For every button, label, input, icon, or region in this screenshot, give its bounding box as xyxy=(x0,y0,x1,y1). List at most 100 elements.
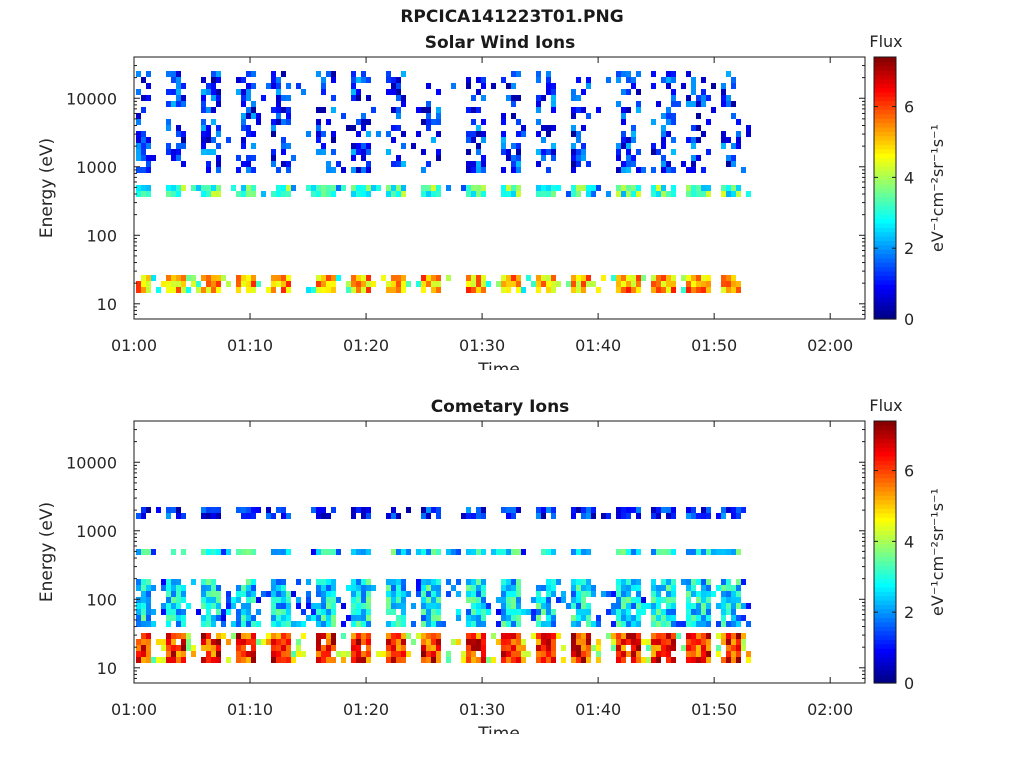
colorbar-segment xyxy=(874,652,896,657)
heatmap-cell xyxy=(191,651,196,657)
heatmap-cell xyxy=(216,131,221,137)
heatmap-cell xyxy=(231,185,236,191)
heatmap-cell xyxy=(426,107,431,113)
colorbar-segment xyxy=(874,565,896,570)
heatmap-cell xyxy=(311,287,316,293)
heatmap-cell xyxy=(211,137,216,143)
y-tick-label: 10 xyxy=(97,659,117,678)
heatmap-cell xyxy=(391,597,396,603)
heatmap-cell xyxy=(301,633,306,639)
heatmap-cell xyxy=(146,603,151,609)
heatmap-cell xyxy=(516,191,521,197)
heatmap-cell xyxy=(571,191,576,197)
heatmap-cell xyxy=(541,633,546,639)
heatmap-cell xyxy=(246,621,251,627)
heatmap-cell xyxy=(316,119,321,125)
heatmap-cell xyxy=(166,657,171,663)
colorbar-segment xyxy=(874,61,896,66)
heatmap-cell xyxy=(701,639,706,645)
heatmap-cell xyxy=(156,639,161,645)
heatmap-cell xyxy=(456,579,461,585)
heatmap-cell xyxy=(241,185,246,191)
heatmap-cell xyxy=(331,137,336,143)
heatmap-cell xyxy=(621,113,626,119)
heatmap-cell xyxy=(636,89,641,95)
heatmap-cell xyxy=(281,287,286,293)
heatmap-cell xyxy=(481,275,486,281)
heatmap-cell xyxy=(366,287,371,293)
heatmap-cell xyxy=(651,513,656,519)
heatmap-cell xyxy=(271,275,276,281)
heatmap-cell xyxy=(251,143,256,149)
heatmap-cell xyxy=(396,603,401,609)
heatmap-cell xyxy=(166,275,171,281)
heatmap-cell xyxy=(176,287,181,293)
heatmap-cell xyxy=(151,155,156,161)
heatmap-cell xyxy=(526,651,531,657)
heatmap-cell xyxy=(596,645,601,651)
heatmap-cell xyxy=(286,651,291,657)
heatmap-cell xyxy=(431,507,436,513)
heatmap-cell xyxy=(261,95,266,101)
heatmap-cell xyxy=(171,149,176,155)
heatmap-cell xyxy=(651,507,656,513)
heatmap-cell xyxy=(396,275,401,281)
heatmap-cell xyxy=(321,149,326,155)
heatmap-cell xyxy=(201,549,206,555)
heatmap-cell xyxy=(436,119,441,125)
heatmap-cell xyxy=(276,275,281,281)
heatmap-cell xyxy=(621,591,626,597)
heatmap-cell xyxy=(551,143,556,149)
heatmap-cell xyxy=(216,645,221,651)
colorbar-segment xyxy=(874,596,896,601)
heatmap-cell xyxy=(331,615,336,621)
heatmap-cell xyxy=(741,633,746,639)
heatmap-cell xyxy=(211,191,216,197)
heatmap-cell xyxy=(546,549,551,555)
heatmap-cell xyxy=(551,281,556,287)
heatmap-cell xyxy=(161,603,166,609)
heatmap-cell xyxy=(601,513,606,519)
heatmap-cell xyxy=(201,77,206,83)
heatmap-cell xyxy=(626,513,631,519)
heatmap-cell xyxy=(646,645,651,651)
heatmap-cell xyxy=(726,657,731,663)
heatmap-cell xyxy=(596,107,601,113)
heatmap-cell xyxy=(661,281,666,287)
heatmap-cell xyxy=(481,83,486,89)
heatmap-cell xyxy=(391,591,396,597)
heatmap-cell xyxy=(686,651,691,657)
heatmap-cell xyxy=(696,639,701,645)
heatmap-cell xyxy=(746,621,751,627)
colorbar-segment xyxy=(874,465,896,470)
heatmap-cell xyxy=(551,585,556,591)
heatmap-cell xyxy=(686,609,691,615)
heatmap-cell xyxy=(171,71,176,77)
heatmap-cell xyxy=(576,657,581,663)
heatmap-cell xyxy=(146,645,151,651)
heatmap-cell xyxy=(721,657,726,663)
heatmap-cell xyxy=(501,191,506,197)
heatmap-cell xyxy=(636,597,641,603)
heatmap-cell xyxy=(516,281,521,287)
x-tick-label: 02:00 xyxy=(807,700,853,719)
heatmap-cell xyxy=(236,287,241,293)
heatmap-cell xyxy=(501,137,506,143)
heatmap-cell xyxy=(701,507,706,513)
heatmap-cell xyxy=(616,579,621,585)
heatmap-cell xyxy=(471,513,476,519)
x-tick-label: 01:00 xyxy=(111,700,157,719)
heatmap-cell xyxy=(246,597,251,603)
heatmap-cell xyxy=(176,77,181,83)
heatmap-cell xyxy=(546,89,551,95)
heatmap-cell xyxy=(536,621,541,627)
heatmap-cell xyxy=(136,281,141,287)
heatmap-cell xyxy=(476,191,481,197)
heatmap-cell xyxy=(731,191,736,197)
heatmap-cell xyxy=(246,591,251,597)
colorbar-tick-label: 6 xyxy=(904,98,914,117)
colorbar: 0246FluxeV⁻¹cm⁻²sr⁻¹s⁻¹ xyxy=(869,396,947,693)
heatmap-cell xyxy=(246,513,251,519)
heatmap-cell xyxy=(301,609,306,615)
heatmap-cell xyxy=(271,287,276,293)
